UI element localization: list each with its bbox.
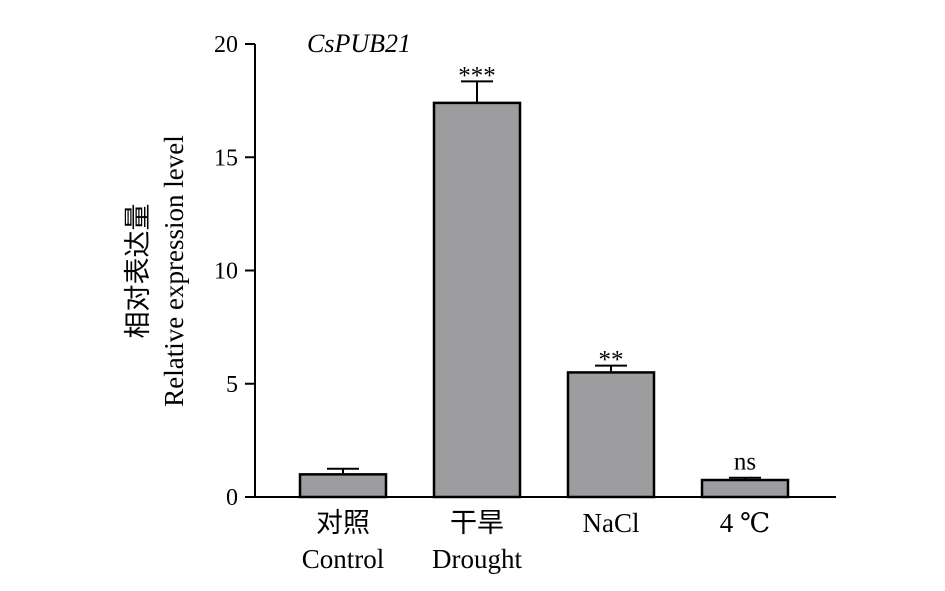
bar	[432, 101, 522, 499]
significance-label: ***	[458, 62, 496, 89]
y-tick-label: 15	[214, 145, 238, 171]
x-tick-label-en: Control	[302, 544, 385, 574]
chart-title: CsPUB21	[307, 29, 411, 58]
x-tick-label: NaCl	[583, 508, 640, 538]
y-axis-label: Relative expression level	[159, 135, 189, 406]
y-tick-label: 10	[214, 259, 238, 285]
bar	[566, 371, 656, 499]
y-tick-label: 20	[214, 32, 238, 58]
x-tick-label: 对照	[316, 508, 370, 538]
significance-label: **	[599, 347, 624, 374]
plot-area: 0 5 10 15 20 对照 Control *** 干旱 Drought ** NaCl ns 4 ℃…	[123, 29, 836, 574]
y-axis-label-cn: 相对表达量	[123, 204, 153, 339]
bar	[298, 473, 388, 499]
x-tick-label-en: Drought	[432, 544, 522, 574]
significance-label: ns	[734, 449, 756, 476]
y-tick-label: 5	[226, 372, 238, 398]
y-tick-label: 0	[226, 485, 238, 511]
bar	[700, 478, 790, 499]
x-tick-label: 4 ℃	[720, 508, 770, 538]
x-tick-label: 干旱	[450, 508, 504, 538]
